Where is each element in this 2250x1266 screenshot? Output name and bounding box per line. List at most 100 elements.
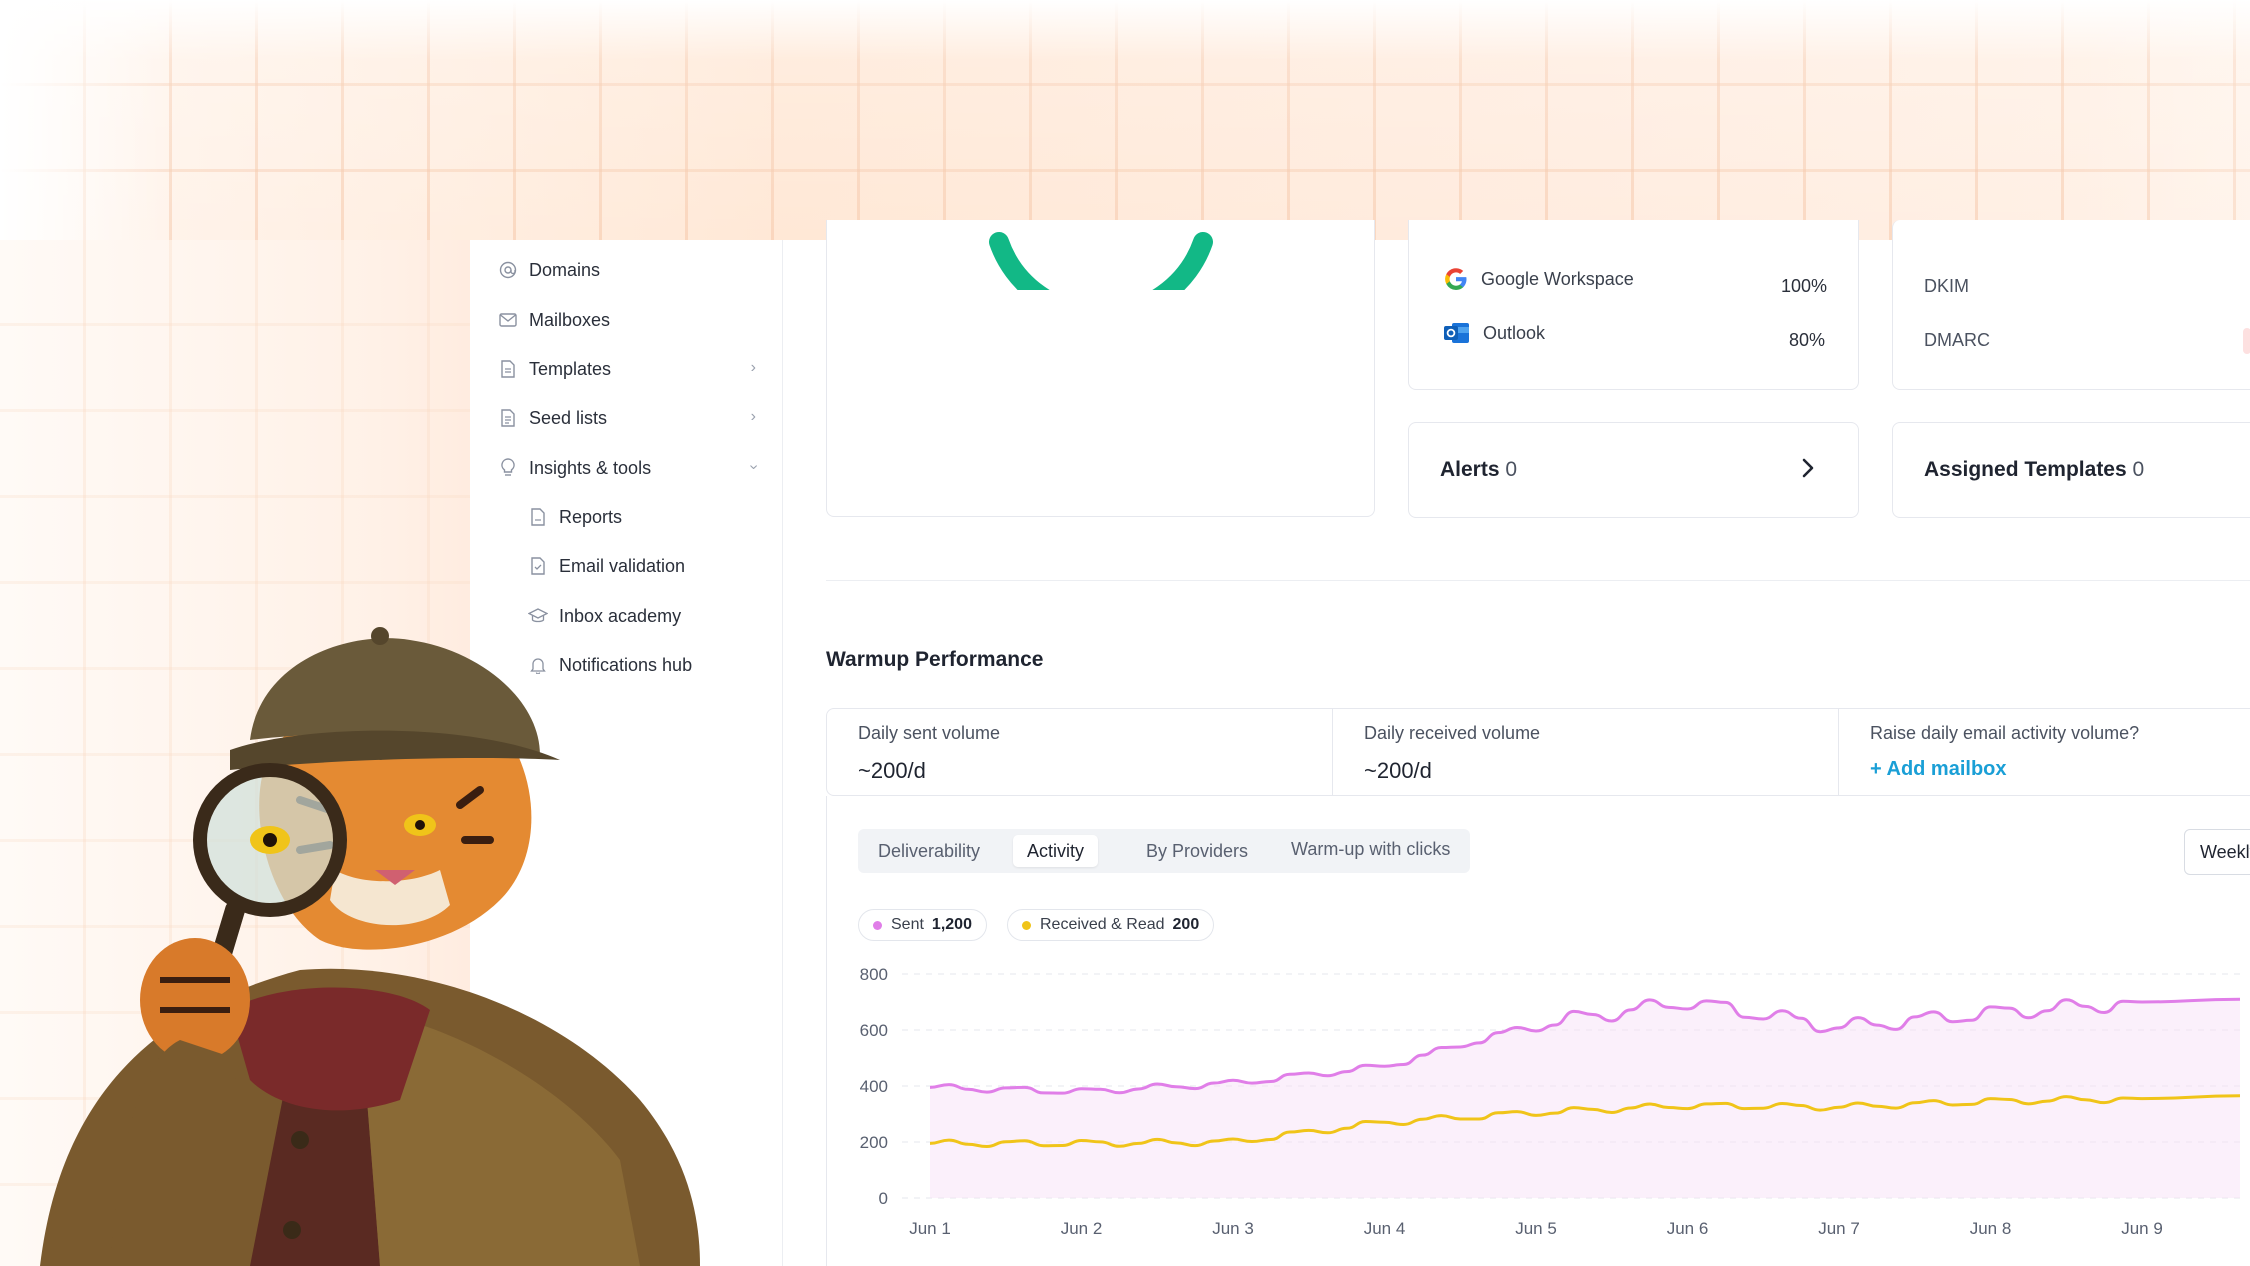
stat-divider [1332, 709, 1333, 795]
legend-received[interactable]: Received & Read 200 [1007, 909, 1215, 941]
legend-value: 1,200 [931, 916, 972, 933]
sidebar-item-reports[interactable]: Reports [527, 497, 757, 537]
sidebar-item-insights-tools[interactable]: Insights & tools › [497, 448, 762, 488]
at-icon [497, 259, 519, 281]
sidebar-item-inbox-academy[interactable]: Inbox academy [527, 596, 757, 636]
bell-icon [527, 654, 549, 676]
sidebar-item-label: Reports [559, 506, 623, 527]
assigned-templates-count: 0 [2132, 458, 2145, 481]
legend-value: 200 [1172, 916, 1200, 933]
outlook-icon [1443, 320, 1471, 346]
x-tick-label: Jun 3 [1212, 1219, 1254, 1238]
tab-warm-up-with-clicks[interactable]: Warm-up with clicks [1291, 838, 1451, 859]
alerts-label-group: Alerts 0 [1440, 458, 1517, 482]
auth-dmarc: DMARC [1924, 330, 1990, 350]
status-badge [2243, 328, 2250, 354]
x-tick-label: Jun 4 [1364, 1219, 1406, 1238]
sidebar-item-label: Mailboxes [529, 309, 611, 330]
providers-card: Google Workspace 100% Outlook 80% [1408, 220, 1859, 390]
provider-percent: 80% [1789, 330, 1826, 350]
sent-dot-icon [873, 920, 882, 930]
sidebar-item-domains[interactable]: Domains [497, 250, 762, 290]
add-mailbox-link[interactable]: + Add mailbox [1870, 758, 2007, 780]
sidebar-item-label: Templates [529, 358, 612, 379]
y-tick-label: 0 [879, 1189, 888, 1208]
provider-row-google: Google Workspace [1443, 266, 1634, 292]
x-tick-label: Jun 1 [909, 1219, 951, 1238]
decorative-banner [0, 0, 2250, 240]
received-dot-icon [1022, 920, 1031, 930]
provider-name: Outlook [1483, 322, 1546, 343]
sent-line [929, 997, 2241, 1095]
sent-area [930, 999, 2240, 1198]
stat-label: Raise daily email activity volume? [1870, 723, 2140, 743]
check-file-icon [527, 555, 549, 577]
alerts-count: 0 [1505, 458, 1518, 481]
section-divider [826, 580, 2250, 581]
daily-received-stat: Daily received volume ~200/d [1333, 709, 1838, 795]
sidebar-item-email-validation[interactable]: Email validation [527, 546, 757, 586]
alerts-label: Alerts [1440, 458, 1500, 481]
lightbulb-icon [497, 457, 519, 479]
y-tick-label: 800 [860, 965, 888, 984]
assigned-templates-card[interactable]: Assigned Templates 0 [1892, 422, 2250, 518]
stat-value: ~200/d [858, 758, 926, 783]
x-tick-label: Jun 6 [1667, 1219, 1709, 1238]
sidebar-item-mailboxes[interactable]: Mailboxes [497, 300, 762, 340]
period-select[interactable]: Weekly [2184, 829, 2250, 875]
sidebar-item-label: Inbox academy [559, 605, 682, 626]
tab-activity[interactable]: Activity [1013, 835, 1099, 867]
assigned-templates-label: Assigned Templates [1924, 458, 2127, 481]
activity-chart: 800 600 400 200 0 Jun 1 Jun 2 Jun 3 Jun 4 Jun 5 Ju… [860, 965, 2241, 1238]
file-icon [497, 358, 519, 380]
sidebar-item-label: Insights & tools [529, 457, 652, 478]
warmup-stats: Daily sent volume ~200/d Daily received … [826, 708, 2250, 796]
sidebar-item-notifications-hub[interactable]: Notifications hub [527, 645, 757, 685]
stat-divider [1838, 709, 1839, 795]
raise-volume-stat: Raise daily email activity volume? + Add… [1839, 709, 2250, 795]
chart-tabs: Deliverability Activity By Providers War… [858, 829, 1470, 873]
graduation-cap-icon [527, 605, 549, 627]
x-tick-label: Jun 2 [1061, 1219, 1103, 1238]
x-tick-label: Jun 9 [2121, 1219, 2163, 1238]
legend-label: Received & Read [1040, 916, 1165, 933]
chevron-down-icon: › [745, 464, 763, 470]
x-tick-label: Jun 8 [1970, 1219, 2012, 1238]
y-tick-label: 600 [860, 1021, 888, 1040]
x-tick-label: Jun 5 [1515, 1219, 1557, 1238]
provider-row-outlook: Outlook [1443, 320, 1545, 346]
tiger-detective-illustration [40, 627, 700, 1266]
tab-by-providers[interactable]: By Providers [1146, 840, 1249, 861]
y-tick-label: 200 [860, 1133, 888, 1152]
chevron-right-icon: › [750, 359, 756, 376]
report-icon [527, 506, 549, 528]
legend-sent[interactable]: Sent 1,200 [858, 909, 987, 941]
tab-deliverability[interactable]: Deliverability [878, 840, 981, 861]
chevron-right-icon[interactable] [1800, 456, 1816, 485]
alerts-card[interactable]: Alerts 0 [1408, 422, 1859, 518]
stat-label: Daily sent volume [858, 723, 1001, 743]
authentication-card: DKIM DMARC [1892, 220, 2250, 390]
provider-percent: 100% [1781, 276, 1828, 296]
health-gauge-card [826, 220, 1375, 517]
sidebar-item-templates[interactable]: Templates › [497, 349, 762, 389]
stat-value: ~200/d [1364, 758, 1432, 783]
auth-dkim: DKIM [1924, 276, 1969, 296]
list-icon [497, 407, 519, 429]
google-icon [1443, 266, 1469, 292]
assigned-templates-label-group: Assigned Templates 0 [1924, 458, 2144, 482]
sidebar-item-label: Notifications hub [559, 654, 693, 675]
chevron-right-icon: › [750, 408, 756, 425]
legend-label: Sent [891, 916, 924, 933]
provider-name: Google Workspace [1481, 268, 1634, 289]
stat-label: Daily received volume [1364, 723, 1541, 743]
x-tick-label: Jun 7 [1818, 1219, 1860, 1238]
warmup-performance-title: Warmup Performance [826, 648, 1044, 671]
sidebar-item-label: Domains [529, 259, 601, 280]
sidebar-item-label: Seed lists [529, 407, 608, 428]
health-gauge [989, 232, 1213, 290]
y-tick-label: 400 [860, 1077, 888, 1096]
sidebar-item-label: Email validation [559, 555, 686, 576]
daily-sent-stat: Daily sent volume ~200/d [827, 709, 1332, 795]
sidebar-item-seed-lists[interactable]: Seed lists › [497, 398, 762, 438]
